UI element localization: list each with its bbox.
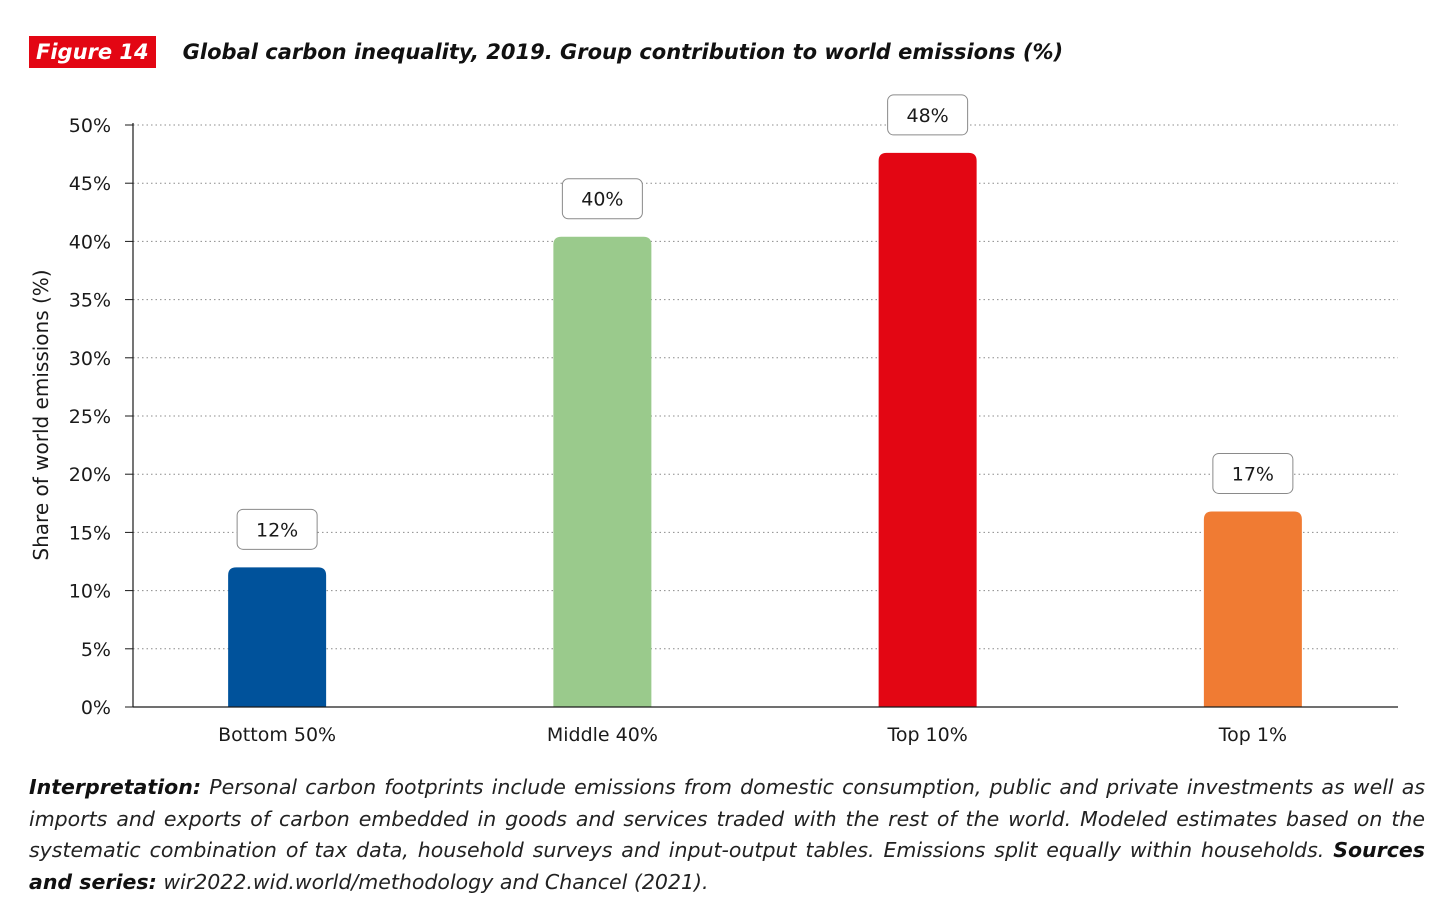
data-labels: 12% 40% 48% 17% [236,94,1294,550]
sources-label: Sources and series: [29,838,1425,894]
y-tick-label: 35% [69,290,111,312]
data-label: 17% [1232,463,1274,485]
interpretation-label: Interpretation: [29,775,202,799]
data-label: 48% [907,105,949,127]
chart-title: Global carbon inequality, 2019. Group co… [182,40,1064,64]
y-tick-label: 20% [69,464,111,486]
bar [228,567,327,707]
sources-text: wir2022.wid.world/methodology and Chance… [156,869,709,894]
bar [553,236,652,707]
y-tick-label: 5% [81,639,111,661]
bar-chart: 12% 40% 48% 17% 0% 5% 10% 15% 20% 25% 30% 35% 40% 45… [29,94,1398,746]
bar [878,152,977,707]
data-label-box [1212,452,1294,494]
y-tick-label: 40% [69,231,111,253]
bar [1203,511,1302,707]
x-tick-label: Bottom 50% [218,724,336,746]
y-tick-label: 25% [69,406,111,428]
y-axis-label: Share of world emissions (%) [29,269,53,560]
footnote: Interpretation: Personal carbon footprin… [29,772,1425,898]
figure-header: Figure 14 Global carbon inequality, 2019… [29,35,1063,69]
bars [228,152,1302,707]
y-tick-label: 45% [69,173,111,195]
y-tick-label: 0% [81,697,111,719]
gridlines [133,124,1398,650]
data-label: 12% [256,519,298,541]
y-tick-label: 15% [69,522,111,544]
data-label-box [236,508,318,550]
interpretation-text: Personal carbon footprints include emiss… [29,775,1425,862]
y-tick-label: 10% [69,581,111,603]
x-tick-label: Top 1% [1218,724,1287,746]
y-tick-label: 30% [69,348,111,370]
figure-number-badge: Figure 14 [29,36,156,68]
x-tick-label: Middle 40% [547,724,658,746]
data-label-box [561,178,643,220]
axes: 0% 5% 10% 15% 20% 25% 30% 35% 40% 45% 50% Bottom 50… [69,115,1398,746]
x-tick-label: Top 10% [886,724,967,746]
data-label: 40% [581,189,623,211]
data-label-box [887,94,969,136]
y-tick-label: 50% [69,115,111,137]
